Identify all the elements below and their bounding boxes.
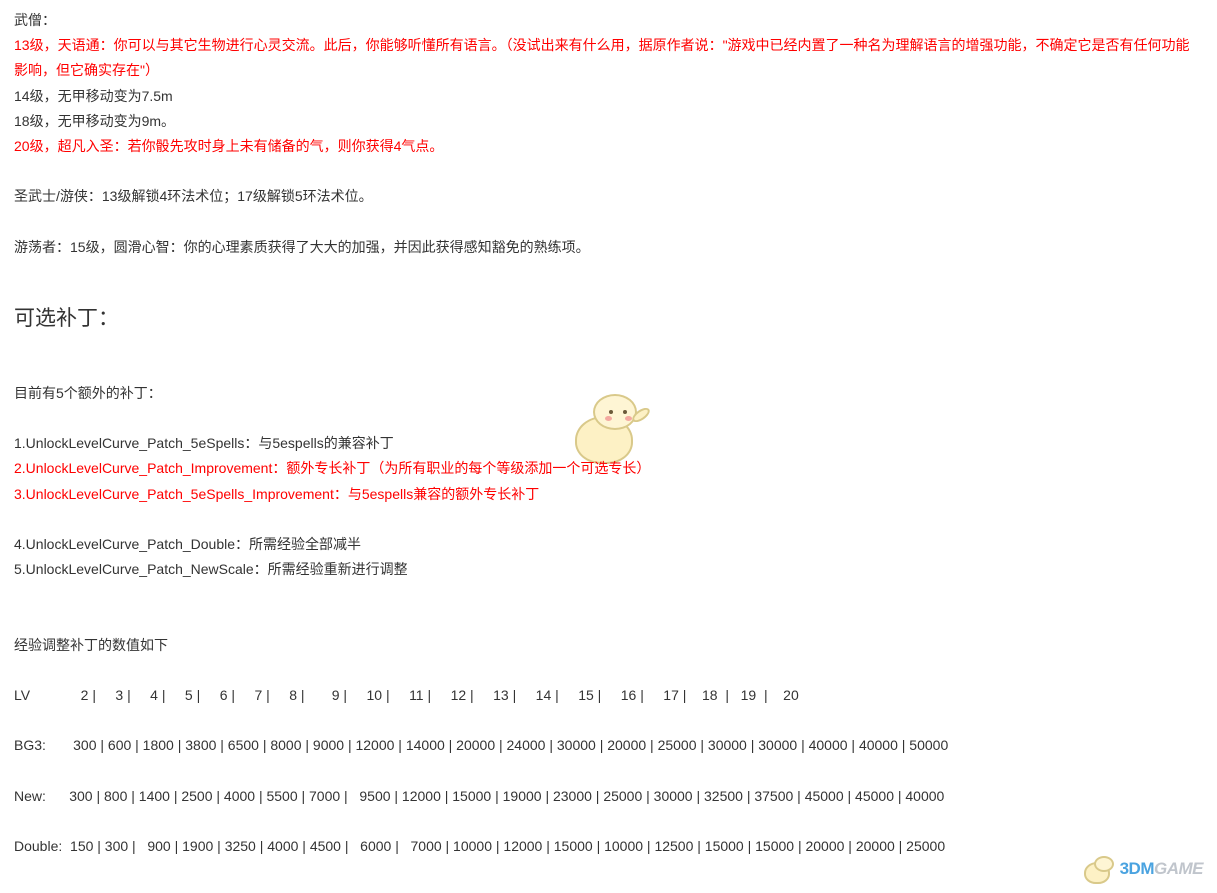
patch-5: 5.UnlockLevelCurve_Patch_NewScale：所需经验重新… bbox=[14, 557, 1203, 582]
monk-level-13: 13级，天语通：你可以与其它生物进行心灵交流。此后，你能够听懂所有语言。（没试出… bbox=[14, 33, 1203, 83]
xp-intro: 经验调整补丁的数值如下 bbox=[14, 633, 1203, 658]
optional-patches-heading: 可选补丁： bbox=[14, 300, 1203, 338]
rogue-text: 游荡者：15级，圆滑心智：你的心理素质获得了大大的加强，并因此获得感知豁免的熟练… bbox=[14, 235, 1203, 260]
patch-2: 2.UnlockLevelCurve_Patch_Improvement：额外专… bbox=[14, 456, 1203, 481]
patch-1: 1.UnlockLevelCurve_Patch_5eSpells：与5espe… bbox=[14, 431, 1203, 456]
monk-level-18: 18级，无甲移动变为9m。 bbox=[14, 109, 1203, 134]
patch-3: 3.UnlockLevelCurve_Patch_5eSpells_Improv… bbox=[14, 482, 1203, 507]
logo-text-game: GAME bbox=[1154, 859, 1203, 878]
monk-level-20: 20级，超凡入圣：若你骰先攻时身上未有储备的气，则你获得4气点。 bbox=[14, 134, 1203, 159]
xp-table: LV 2 | 3 | 4 | 5 | 6 | 7 | 8 | 9 | 10 | … bbox=[14, 658, 1203, 885]
brand-logo: 3DMGAME bbox=[1082, 854, 1203, 885]
xp-row-double: Double: 150 | 300 | 900 | 1900 | 3250 | … bbox=[14, 834, 1203, 859]
patches-intro: 目前有5个额外的补丁： bbox=[14, 381, 1203, 406]
monk-header: 武僧： bbox=[14, 8, 1203, 33]
monk-level-14: 14级，无甲移动变为7.5m bbox=[14, 84, 1203, 109]
patch-4: 4.UnlockLevelCurve_Patch_Double：所需经验全部减半 bbox=[14, 532, 1203, 557]
xp-row-bg3: BG3: 300 | 600 | 1800 | 3800 | 6500 | 80… bbox=[14, 733, 1203, 758]
xp-row-new: New: 300 | 800 | 1400 | 2500 | 4000 | 55… bbox=[14, 784, 1203, 809]
logo-mascot-icon bbox=[1082, 856, 1118, 884]
paladin-ranger-text: 圣武士/游侠：13级解锁4环法术位；17级解锁5环法术位。 bbox=[14, 184, 1203, 209]
logo-text-3dm: 3DM bbox=[1120, 859, 1154, 878]
xp-row-lv: LV 2 | 3 | 4 | 5 | 6 | 7 | 8 | 9 | 10 | … bbox=[14, 683, 1203, 708]
